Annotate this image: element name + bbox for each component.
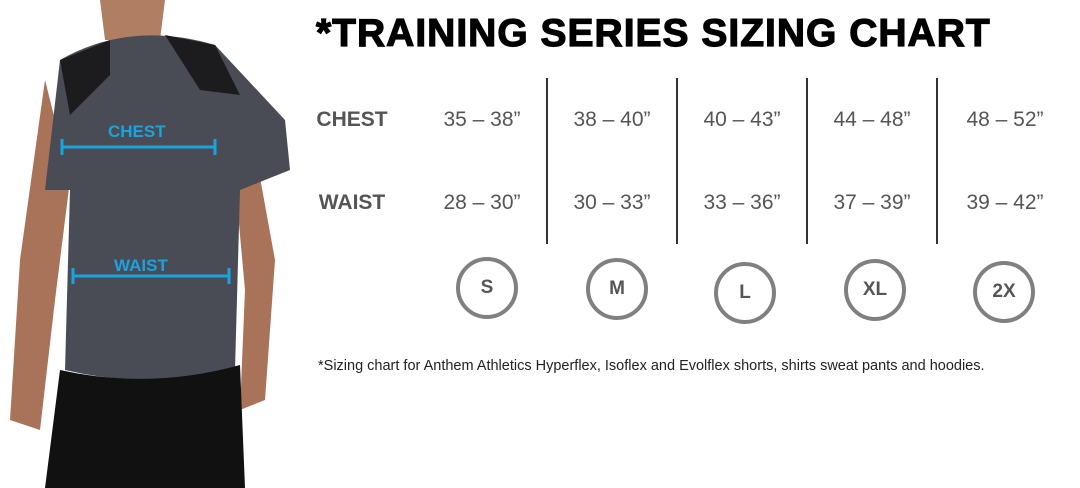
column-divider — [806, 78, 808, 244]
model-photo — [10, 0, 290, 488]
waist-measure-label: WAIST — [114, 256, 168, 275]
waist-cell: 39 – 42” — [966, 191, 1044, 214]
row-label-waist: WAIST — [318, 191, 386, 214]
column-divider — [676, 78, 678, 244]
waist-cell: 30 – 33” — [573, 191, 651, 214]
chest-cell: 44 – 48” — [833, 108, 911, 131]
size-badge-m: M — [586, 258, 648, 320]
chest-cell: 38 – 40” — [573, 108, 651, 131]
size-badge-l: L — [714, 262, 776, 324]
chest-cell: 35 – 38” — [443, 108, 521, 131]
waist-cell: 28 – 30” — [443, 191, 521, 214]
row-label-chest: CHEST — [316, 108, 388, 131]
chest-measure-label: CHEST — [108, 122, 166, 141]
waist-cell: 37 – 39” — [833, 191, 911, 214]
column-divider — [546, 78, 548, 244]
size-badge-xl: XL — [844, 259, 906, 321]
column-divider — [936, 78, 938, 244]
waist-cell: 33 – 36” — [703, 191, 781, 214]
size-badge-2x: 2X — [973, 261, 1035, 323]
footnote: *Sizing chart for Anthem Athletics Hyper… — [318, 358, 985, 374]
chest-cell: 48 – 52” — [966, 108, 1044, 131]
chest-cell: 40 – 43” — [703, 108, 781, 131]
page-title: *TRAINING SERIES SIZING CHART — [315, 11, 991, 55]
size-badge-s: S — [456, 257, 518, 319]
